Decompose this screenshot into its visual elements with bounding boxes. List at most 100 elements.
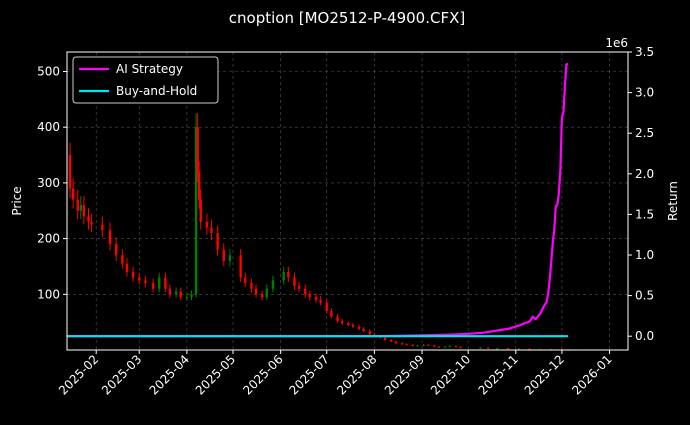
- candle-body: [168, 288, 172, 295]
- candle-body: [351, 324, 355, 327]
- candle-body: [210, 227, 213, 234]
- legend-label-ai-strategy: AI Strategy: [116, 62, 183, 76]
- candle-body: [87, 216, 90, 222]
- y-left-tick-label: 500: [37, 64, 60, 78]
- candle-body: [79, 205, 83, 211]
- candle-body: [506, 348, 510, 350]
- candle-body: [528, 348, 531, 350]
- candle-body: [325, 302, 328, 312]
- candle-body: [205, 221, 209, 228]
- candle-body: [194, 127, 198, 295]
- candle-body: [314, 297, 318, 300]
- candle-body: [228, 255, 232, 261]
- candle-body: [125, 263, 129, 273]
- candle-body: [158, 277, 161, 289]
- candle-body: [131, 272, 135, 278]
- candle-body: [336, 316, 339, 322]
- y-right-tick-label: 1.0: [635, 248, 654, 262]
- y-axis-label-left: Price: [10, 186, 24, 215]
- candle-body: [479, 347, 482, 349]
- y-left-tick-label: 300: [37, 176, 60, 190]
- candle-body: [82, 205, 86, 217]
- candle-body: [271, 280, 275, 289]
- ai-strategy-line: [67, 63, 569, 338]
- candle-body: [68, 155, 72, 189]
- candle-body: [254, 288, 258, 295]
- candle-body: [448, 346, 451, 348]
- candle-body: [411, 344, 415, 346]
- candle-body: [330, 311, 333, 317]
- candle-body: [244, 277, 247, 284]
- legend-box: [72, 56, 219, 104]
- candle-body: [368, 331, 371, 335]
- y-right-tick-label: 3.0: [635, 86, 654, 100]
- candlestick-layer: [68, 113, 570, 351]
- candle-body: [437, 346, 441, 348]
- candle-body: [293, 277, 296, 286]
- candle-body: [454, 346, 458, 348]
- candle-body: [185, 297, 189, 299]
- candle-body: [216, 233, 219, 250]
- candle-body: [416, 345, 419, 347]
- candle-body: [304, 288, 307, 295]
- candle-body: [108, 230, 112, 245]
- candle-body: [340, 321, 344, 324]
- y-right-tick-label: 1.5: [635, 207, 654, 221]
- candle-body: [394, 341, 398, 344]
- candle-body: [383, 337, 387, 340]
- candle-body: [199, 199, 202, 222]
- candle-body: [287, 272, 290, 278]
- candle-body: [319, 299, 322, 303]
- candle-body: [101, 224, 104, 231]
- legend-label-buy-and-hold: Buy-and-Hold: [116, 84, 197, 98]
- candle-body: [443, 346, 447, 348]
- y-right-tick-label: 2.0: [635, 167, 654, 181]
- candle-body: [297, 285, 301, 289]
- candle-body: [347, 323, 350, 325]
- candle-body: [357, 326, 361, 329]
- chart-title: cnoption [MO2512-P-4900.CFX]: [229, 9, 465, 27]
- candle-body: [486, 347, 490, 349]
- candle-body: [390, 339, 393, 342]
- candle-body: [138, 277, 141, 281]
- candle-body: [174, 291, 178, 295]
- candle-body: [260, 294, 264, 298]
- candle-body: [121, 255, 124, 264]
- strategy-lines-layer: [67, 63, 569, 338]
- right-axis-offset-text: 1e6: [605, 36, 628, 50]
- candle-body: [250, 283, 253, 289]
- candle-body: [400, 343, 404, 345]
- candle-body: [433, 345, 436, 347]
- candle-body: [76, 199, 79, 211]
- candle-body: [179, 291, 182, 298]
- candle-body: [496, 348, 499, 350]
- candle-body: [517, 348, 521, 350]
- candle-body: [459, 347, 462, 349]
- legend: AI Strategy Buy-and-Hold: [72, 56, 219, 104]
- y-axis-label-right: Return: [666, 181, 680, 221]
- candle-body: [190, 294, 193, 298]
- candle-body: [426, 344, 430, 346]
- candle-body: [196, 127, 199, 172]
- y-right-tick-label: 3.5: [635, 45, 654, 59]
- candle-body: [282, 272, 285, 281]
- candle-body: [362, 328, 365, 332]
- candle-body: [239, 255, 242, 278]
- candle-body: [265, 288, 269, 298]
- candle-body: [405, 344, 408, 346]
- y-right-tick-label: 0.5: [635, 289, 654, 303]
- candle-body: [308, 294, 312, 298]
- candle-body: [90, 221, 93, 225]
- y-left-tick-label: 100: [37, 287, 60, 301]
- plot-frame: [66, 51, 629, 351]
- y-left-tick-label: 200: [37, 232, 60, 246]
- y-right-tick-label: 2.5: [635, 126, 654, 140]
- candle-body: [144, 280, 147, 284]
- candle-body: [197, 171, 201, 200]
- candle-body: [151, 283, 155, 289]
- candle-body: [114, 244, 118, 256]
- y-left-tick-label: 400: [37, 120, 60, 134]
- candle-body: [71, 188, 75, 200]
